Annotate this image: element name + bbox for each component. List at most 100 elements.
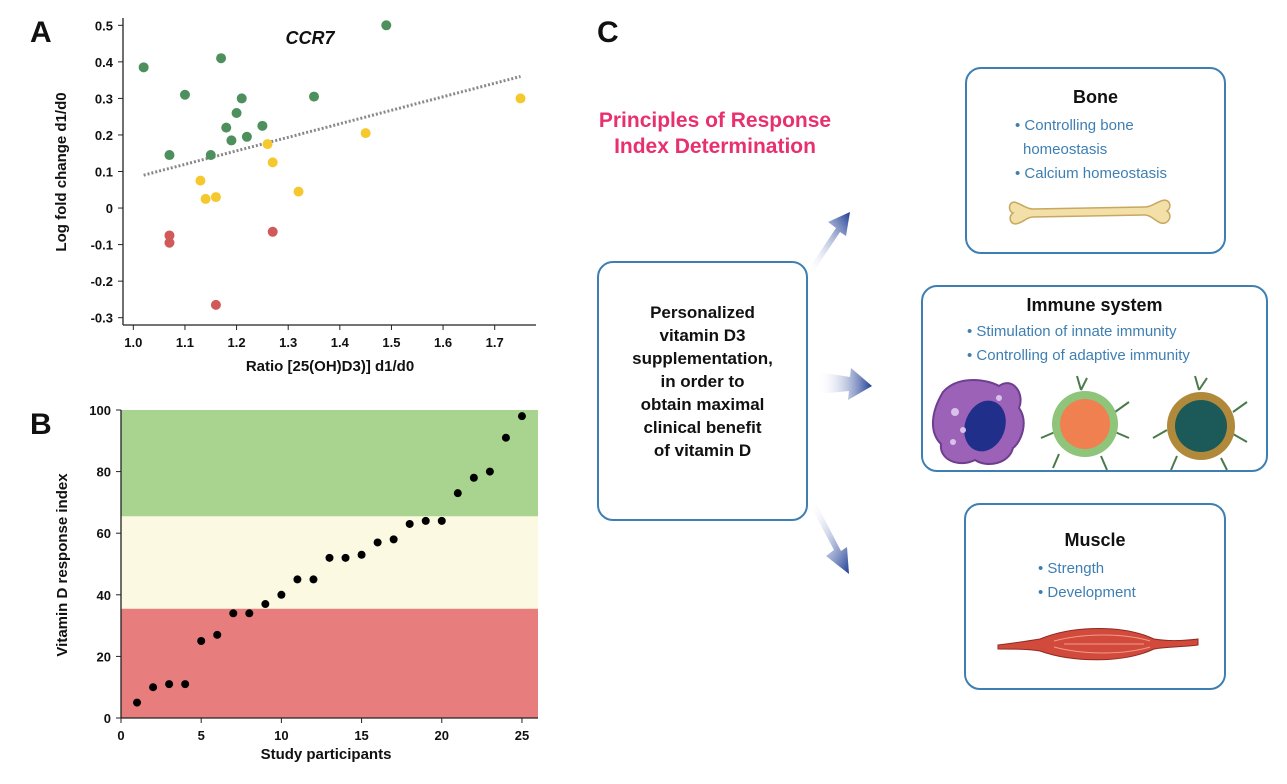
- data-point: [405, 519, 414, 528]
- muscle-box: Muscle Strength Development: [964, 503, 1226, 690]
- muscle-icon: [997, 628, 1199, 661]
- y-tick-label: 60: [97, 526, 111, 541]
- data-point: [485, 467, 494, 476]
- data-point: [293, 186, 304, 197]
- data-point: [309, 91, 320, 102]
- bone-icon: [1008, 199, 1171, 225]
- x-tick-label: 1.7: [486, 335, 504, 350]
- muscle-bullet-2: Development: [1038, 581, 1224, 605]
- data-point: [133, 698, 142, 707]
- x-tick-label: 25: [515, 728, 529, 743]
- data-point: [517, 412, 526, 421]
- y-tick-label: 0: [106, 201, 113, 216]
- macrophage-icon: [932, 379, 1025, 465]
- y-tick-label: 0.1: [95, 165, 113, 180]
- data-point: [164, 150, 175, 161]
- data-point: [267, 157, 278, 168]
- y-tick-label: -0.2: [91, 274, 113, 289]
- data-point: [221, 122, 232, 133]
- data-point: [216, 53, 227, 64]
- data-point: [245, 609, 254, 618]
- center-line: supplementation,: [632, 349, 773, 368]
- data-point: [341, 553, 350, 562]
- center-line: clinical benefit: [643, 418, 762, 437]
- data-point: [357, 550, 366, 559]
- chart-b-ylabel: Vitamin D response index: [54, 473, 71, 657]
- y-tick-label: 0.4: [95, 55, 114, 70]
- y-tick-label: 0.5: [95, 18, 113, 33]
- immune-cells-icon: [932, 375, 1248, 471]
- y-tick-label: 0.3: [95, 91, 113, 106]
- center-line: vitamin D3: [659, 326, 746, 345]
- diagram-title: Principles of Response Index Determinati…: [560, 108, 870, 160]
- data-point: [261, 600, 270, 609]
- data-point: [226, 135, 237, 146]
- data-point: [501, 433, 510, 442]
- data-point: [179, 89, 190, 100]
- data-point: [515, 93, 526, 104]
- immune-box: Immune system Stimulation of innate immu…: [921, 285, 1268, 472]
- y-tick-label: -0.1: [91, 238, 113, 253]
- muscle-title: Muscle: [1064, 530, 1126, 550]
- data-point: [309, 575, 318, 584]
- x-tick-label: 5: [198, 728, 205, 743]
- data-point: [213, 630, 222, 639]
- data-point: [421, 516, 430, 525]
- center-line: obtain maximal: [640, 395, 765, 414]
- chart-b: 0 5 10 15 20 25 0 20 40 60 80 100 Study participant…: [54, 403, 538, 763]
- data-point: [360, 128, 371, 139]
- data-point: [181, 680, 190, 689]
- x-tick-label: 20: [435, 728, 449, 743]
- data-point: [149, 683, 158, 692]
- arrow-to-bone: [808, 212, 850, 274]
- data-point: [210, 192, 221, 203]
- y-tick-label: 100: [89, 403, 111, 418]
- diagram-title-line1: Principles of Response: [598, 109, 832, 132]
- data-point: [373, 538, 382, 547]
- y-tick-label: 40: [97, 588, 111, 603]
- data-point: [195, 175, 206, 186]
- panel-label-b: B: [30, 408, 52, 441]
- immune-title: Immune system: [1026, 295, 1163, 315]
- y-tick-label: 80: [97, 465, 111, 480]
- data-point: [241, 131, 252, 142]
- x-tick-label: 1.2: [228, 335, 246, 350]
- chart-a: 1.0 1.1 1.2 1.3 1.4 1.5 1.6 1.7 0.5 0.4 0.3 0.2 0.1 0…: [53, 18, 536, 375]
- y-tick-label: 0: [104, 711, 111, 726]
- immune-bullet-1: Stimulation of innate immunity: [967, 320, 1266, 344]
- data-point: [138, 62, 149, 73]
- x-tick-label: 1.6: [434, 335, 452, 350]
- data-point: [236, 93, 247, 104]
- x-tick-label: 1.0: [124, 335, 142, 350]
- data-point: [262, 139, 273, 150]
- b-cell-icon: [1152, 375, 1248, 471]
- arrow-to-immune: [818, 368, 872, 400]
- center-text: Personalized vitamin D3 supplementation,…: [599, 263, 806, 462]
- chart-a-title: CCR7: [285, 28, 335, 48]
- center-line: of vitamin D: [653, 441, 752, 460]
- panel-label-c: C: [597, 16, 619, 49]
- center-line: in order to: [660, 372, 745, 391]
- data-point: [164, 230, 175, 241]
- x-tick-label: 1.4: [331, 335, 350, 350]
- data-point: [389, 535, 398, 544]
- arrow-to-muscle: [810, 503, 849, 574]
- data-point: [257, 120, 268, 131]
- x-tick-label: 1.3: [279, 335, 297, 350]
- t-cell-icon: [1040, 375, 1130, 471]
- y-tick-label: -0.3: [91, 311, 113, 326]
- trendline: [143, 75, 521, 177]
- bone-box: Bone Controlling bone homeostasis Calciu…: [965, 67, 1226, 254]
- bone-title: Bone: [1073, 87, 1118, 107]
- bone-bullet-1: Controlling bone: [1015, 114, 1224, 138]
- center-line: Personalized: [650, 303, 755, 322]
- panel-label-a: A: [30, 16, 52, 49]
- data-point: [164, 237, 175, 248]
- data-point: [210, 299, 221, 310]
- x-tick-label: 1.5: [382, 335, 400, 350]
- response-band: [121, 516, 538, 609]
- chart-b-xlabel: Study participants: [261, 746, 392, 763]
- data-point: [229, 609, 238, 618]
- bone-bullet-2: Calcium homeostasis: [1015, 162, 1224, 186]
- response-band: [121, 608, 538, 718]
